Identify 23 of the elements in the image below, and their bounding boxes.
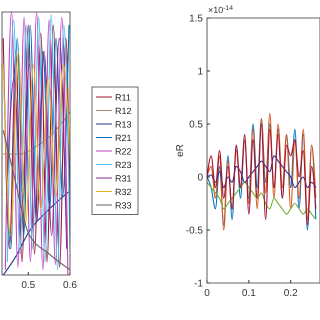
x-tick-label: 0	[204, 288, 210, 299]
x-tick-label: 0.1	[242, 288, 256, 299]
y-tick-label: -1	[194, 278, 204, 290]
x-tick-label: 0.6	[63, 280, 78, 291]
line-series	[207, 182, 316, 220]
legend-label: R32	[115, 187, 132, 197]
legend-label: R23	[115, 160, 132, 170]
legend-label: R33	[115, 200, 132, 210]
legend-label: R13	[115, 120, 132, 130]
y-tick-label: 1.5	[189, 14, 204, 24]
legend-label: R11	[115, 92, 131, 102]
legend-label: R12	[115, 106, 132, 116]
legend-label: R21	[115, 133, 132, 143]
y-tick-label: -0.5	[186, 226, 204, 236]
text: ×10$^{-14}$	[208, 4, 234, 15]
y-tick-label: 0	[197, 172, 204, 184]
x-tick-label: 0.2	[284, 288, 298, 299]
legend-label: R22	[115, 146, 132, 156]
y-axis-title: eR	[175, 144, 186, 157]
y-tick-label: 1	[197, 66, 204, 78]
line-series	[207, 155, 316, 188]
y-tick-label: 0.5	[189, 120, 204, 130]
legend-label: R31	[115, 174, 132, 184]
